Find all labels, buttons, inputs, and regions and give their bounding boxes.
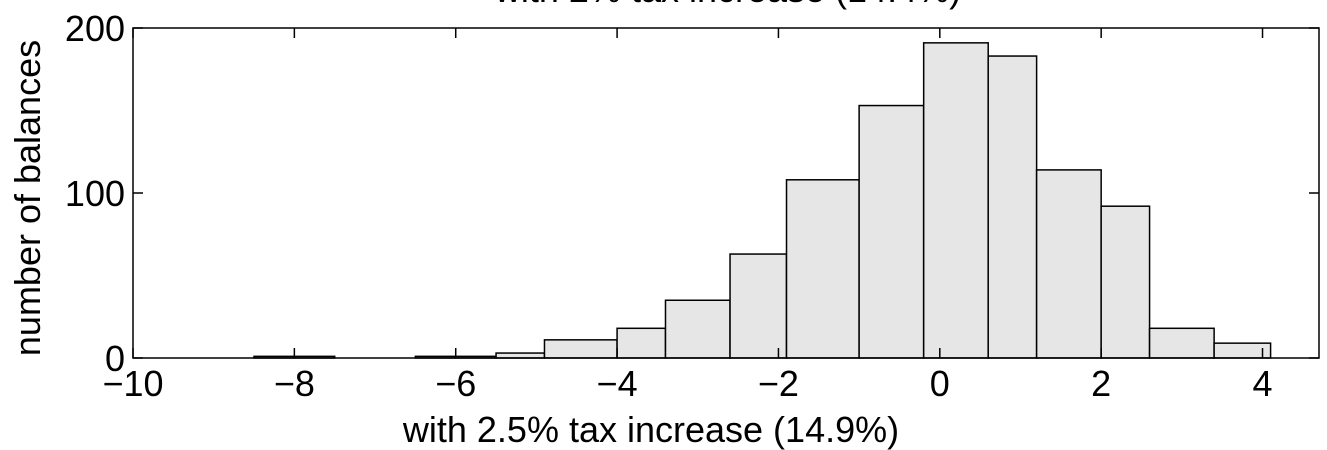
x-tick-label: −10	[102, 363, 163, 404]
histogram-bar	[858, 104, 925, 359]
x-tick-label: −8	[274, 363, 315, 404]
y-axis-ticks: 0 100 200	[65, 8, 1319, 379]
histogram-bar	[729, 253, 788, 359]
x-axis-ticks: −10 −8 −6 −4 −2 0 2 4	[102, 28, 1273, 404]
histogram-bars	[253, 42, 1272, 359]
x-tick-label: −2	[758, 363, 799, 404]
histogram-bar	[1035, 169, 1102, 359]
x-tick-label: −6	[435, 363, 476, 404]
histogram-bar	[922, 42, 989, 359]
histogram-bar	[664, 299, 731, 359]
y-tick-label: 0	[105, 338, 125, 379]
histogram-bar	[785, 179, 860, 359]
y-axis-label: number of balances	[7, 40, 48, 356]
x-tick-label: −4	[597, 363, 638, 404]
histogram-bar	[1148, 327, 1215, 359]
histogram-bar	[616, 327, 667, 359]
histogram-bar	[543, 339, 618, 359]
y-tick-label: 100	[65, 173, 125, 214]
histogram-bar	[987, 55, 1038, 359]
x-axis-label: with 2.5% tax increase (14.9%)	[402, 409, 899, 450]
x-tick-label: 2	[1091, 363, 1111, 404]
chart-title: with 2% tax increase (14.4%)	[494, 0, 961, 10]
y-tick-label: 200	[65, 8, 125, 49]
x-tick-label: 4	[1253, 363, 1273, 404]
x-tick-label: 0	[930, 363, 950, 404]
histogram-bar	[1100, 205, 1151, 359]
